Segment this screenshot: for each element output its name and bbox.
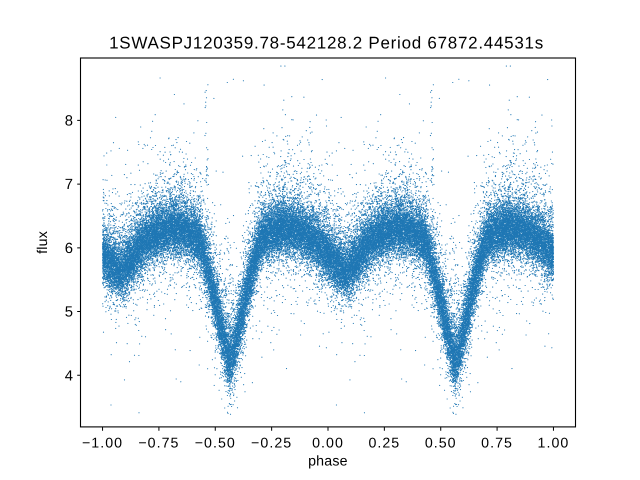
- svg-text:6: 6: [65, 241, 73, 257]
- svg-text:0.75: 0.75: [481, 436, 513, 452]
- svg-text:5: 5: [65, 305, 73, 321]
- svg-text:4: 4: [65, 368, 73, 384]
- svg-text:phase: phase: [308, 454, 348, 470]
- svg-text:8: 8: [65, 113, 73, 129]
- svg-text:−0.50: −0.50: [195, 436, 236, 452]
- svg-text:−0.75: −0.75: [138, 436, 179, 452]
- svg-text:−0.25: −0.25: [251, 436, 292, 452]
- svg-text:0.50: 0.50: [425, 436, 457, 452]
- svg-text:7: 7: [65, 177, 73, 193]
- svg-text:flux: flux: [35, 231, 51, 254]
- svg-text:0.00: 0.00: [312, 436, 344, 452]
- svg-text:1SWASPJ120359.78-542128.2 Peri: 1SWASPJ120359.78-542128.2 Period 67872.4…: [109, 34, 544, 53]
- svg-text:0.25: 0.25: [368, 436, 400, 452]
- svg-text:1.00: 1.00: [538, 436, 570, 452]
- svg-text:−1.00: −1.00: [82, 436, 123, 452]
